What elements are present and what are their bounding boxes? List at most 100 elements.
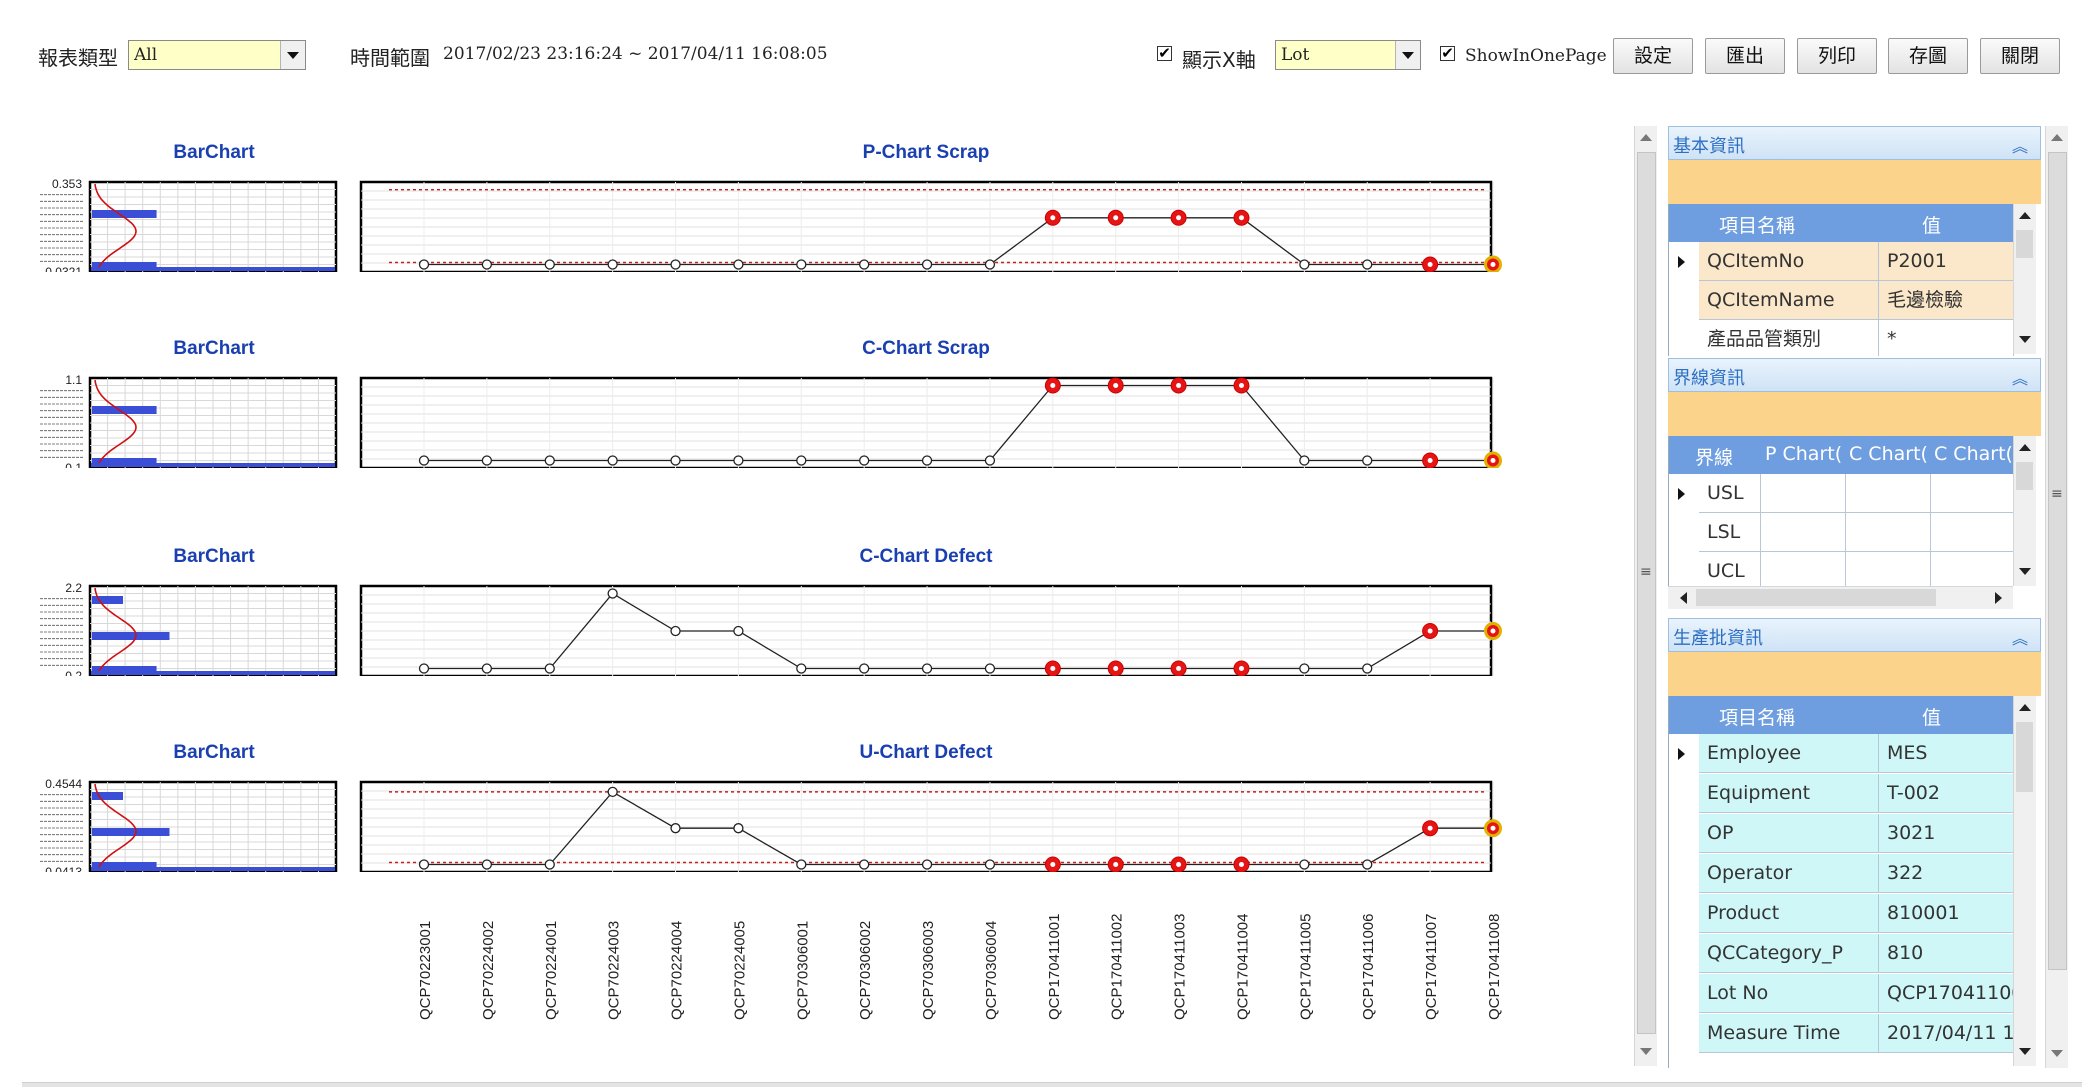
y-tick-top: 0.4544 — [45, 777, 82, 791]
data-point — [984, 455, 996, 466]
x-axis-select[interactable]: Lot — [1275, 40, 1421, 70]
x-tick-label: QCP170411008 — [1486, 914, 1503, 1020]
col-header-item-name: 項目名稱 — [1719, 215, 1796, 237]
row-value: * — [1879, 320, 2014, 356]
x-tick-label: QCP70224001 — [543, 921, 560, 1020]
data-point — [733, 455, 744, 466]
data-point — [481, 859, 493, 870]
scroll-down-icon[interactable] — [2019, 568, 2031, 575]
data-point — [1299, 455, 1310, 466]
data-point — [544, 663, 555, 674]
data-point — [418, 859, 430, 870]
chevron-down-icon[interactable] — [1395, 41, 1420, 69]
histogram-bar — [92, 632, 170, 640]
close-button[interactable]: 關閉 — [1980, 38, 2060, 74]
scrollbar-thumb[interactable] — [2016, 722, 2033, 792]
row-value: MES — [1879, 734, 2014, 773]
collapse-icon[interactable]: ︽ — [2011, 369, 2028, 388]
basic-info-header[interactable]: 基本資訊 ︽ — [1668, 126, 2041, 160]
data-point — [984, 259, 996, 270]
data-point — [921, 259, 933, 270]
histogram-bar — [92, 596, 123, 604]
lot-info-header[interactable]: 生產批資訊 ︽ — [1668, 618, 2041, 652]
scroll-down-icon[interactable] — [2019, 1048, 2031, 1055]
limits-info-grid: 界線 P Chart( C Chart( C Chart( USL LSL UCL — [1668, 436, 2014, 586]
settings-button[interactable]: 設定 — [1613, 38, 1693, 74]
limits-info-hscrollbar[interactable] — [1668, 586, 2013, 609]
scrollbar-thumb[interactable] — [2048, 152, 2067, 970]
lot-info-scrollbar[interactable] — [2013, 696, 2036, 1066]
time-range-label: 時間範圍 — [350, 46, 430, 70]
data-point — [1362, 455, 1373, 466]
bar-chart: 0.353 -0.0321 — [40, 177, 338, 272]
scrollbar-thumb[interactable] — [2016, 462, 2033, 490]
panel-outer-scrollbar[interactable]: ≡ — [2045, 126, 2068, 1068]
chart-2: BarChart C-Chart Scrap 1.1 -0.1 018 — [40, 338, 1502, 468]
scroll-up-icon[interactable] — [1640, 134, 1652, 141]
data-point — [733, 259, 744, 270]
export-button[interactable]: 匯出 — [1705, 38, 1785, 74]
data-point — [859, 259, 870, 270]
data-point — [859, 455, 870, 466]
row-item-name: QCCategory_P — [1699, 934, 1879, 973]
checkmark-icon: ✔ — [1441, 44, 1454, 62]
chevron-down-icon[interactable] — [280, 41, 305, 69]
data-point — [544, 259, 555, 270]
scroll-up-icon[interactable] — [2019, 212, 2031, 219]
basic-info-title: 基本資訊 — [1673, 136, 1745, 157]
row-limit-name: USL — [1699, 474, 1761, 513]
chart-4: BarChart U-Chart Defect 0.4544 -0.0413 — [40, 742, 1502, 872]
chart-area-scrollbar[interactable]: ≡ — [1634, 126, 1657, 1066]
data-point — [1299, 859, 1310, 870]
row-item-name: Measure Time — [1699, 1014, 1879, 1053]
basic-info-band — [1668, 160, 2041, 204]
chart-3: BarChart C-Chart Defect 2.2 -0.2 018 — [40, 546, 1502, 676]
x-tick-label: QCP170411004 — [1234, 914, 1251, 1020]
row-c-chart-value-2 — [1931, 513, 2014, 552]
save-image-button[interactable]: 存圖 — [1888, 38, 1968, 74]
collapse-icon[interactable]: ︽ — [2011, 137, 2028, 156]
print-button[interactable]: 列印 — [1797, 38, 1877, 74]
data-point — [607, 455, 618, 466]
scrollbar-thumb[interactable] — [1696, 589, 1936, 606]
show-x-axis-checkbox[interactable]: ✔ — [1157, 46, 1172, 61]
show-in-one-page-checkbox[interactable]: ✔ — [1440, 46, 1455, 61]
data-point — [796, 259, 807, 270]
x-tick-label: QCP70223001 — [417, 921, 434, 1020]
x-tick-label: QCP70224005 — [731, 921, 748, 1020]
bar-chart-title: BarChart — [173, 338, 255, 359]
show-x-axis-label: 顯示X軸 — [1182, 48, 1256, 72]
normal-curve — [94, 783, 137, 871]
row-p-chart-value — [1761, 552, 1846, 586]
scroll-down-icon[interactable] — [1640, 1048, 1652, 1055]
data-point — [607, 259, 618, 270]
data-point — [1362, 663, 1373, 674]
scrollbar-thumb[interactable] — [1637, 152, 1656, 1034]
row-value: T-002 — [1879, 774, 2014, 813]
basic-info-scrollbar[interactable] — [2013, 204, 2036, 354]
lot-info-band — [1668, 652, 2041, 696]
collapse-icon[interactable]: ︽ — [2011, 629, 2028, 648]
data-point — [670, 625, 681, 637]
row-p-chart-value — [1761, 474, 1846, 513]
scrollbar-thumb[interactable] — [2016, 230, 2033, 258]
scroll-right-icon[interactable] — [1995, 592, 2002, 604]
scroll-up-icon[interactable] — [2051, 134, 2063, 141]
scroll-up-icon[interactable] — [2019, 444, 2031, 451]
scroll-down-icon[interactable] — [2019, 336, 2031, 343]
data-point — [607, 588, 618, 599]
limits-info-header[interactable]: 界線資訊 ︽ — [1668, 358, 2041, 392]
report-type-value: All — [134, 45, 158, 65]
bar-chart-title: BarChart — [173, 546, 255, 567]
y-tick-bottom: -0.0413 — [41, 865, 82, 872]
col-header-c-chart-1: C Chart( — [1849, 443, 1928, 465]
row-value: 3021 — [1879, 814, 2014, 853]
chart-title: U-Chart Defect — [859, 742, 993, 763]
x-tick-label: QCP70306003 — [920, 921, 937, 1020]
scroll-up-icon[interactable] — [2019, 704, 2031, 711]
scroll-left-icon[interactable] — [1680, 592, 1687, 604]
limits-info-vscrollbar[interactable] — [2013, 436, 2036, 586]
histogram-bar — [92, 792, 123, 800]
report-type-select[interactable]: All — [128, 40, 306, 70]
scroll-down-icon[interactable] — [2051, 1050, 2063, 1057]
